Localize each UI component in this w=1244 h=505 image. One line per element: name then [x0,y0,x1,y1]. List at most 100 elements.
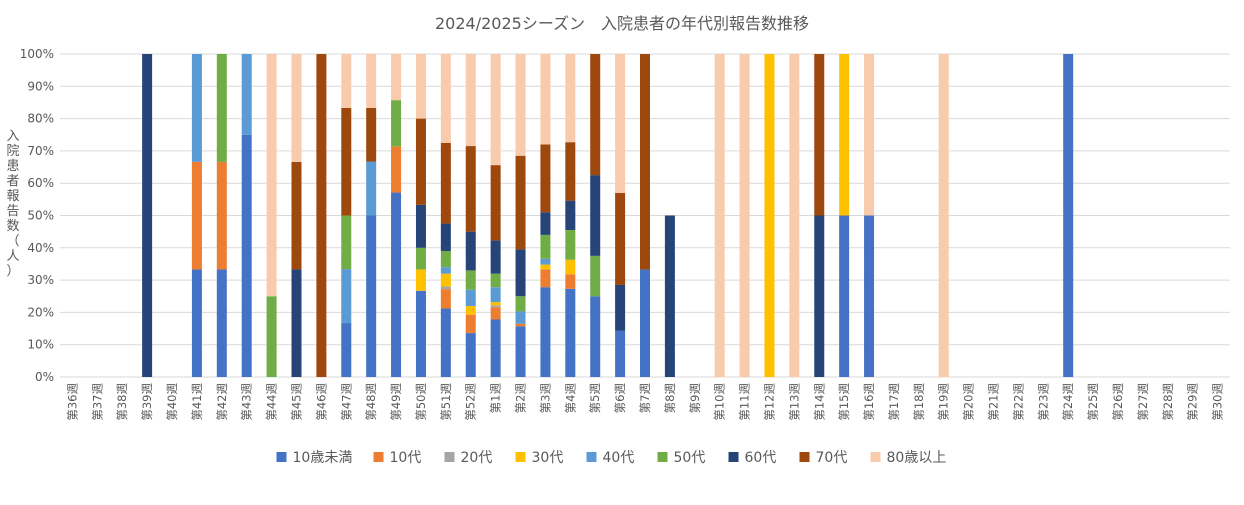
legend-swatch [586,452,597,462]
bar-segment [316,54,327,377]
bar-segment [565,230,576,260]
bar-segment [465,54,476,147]
y-axis-label-char: 入 [6,129,19,144]
legend: 10歳未満 10代 20代 30代 40代 50代 60代 70代 80歳以上 [276,450,946,466]
bar-segment [465,314,476,334]
x-tick-label: 第45週 [289,383,303,421]
bar-segment [291,269,302,377]
bar-segment [490,165,501,241]
y-tick-label: 40% [27,241,54,255]
legend-swatch [373,452,384,462]
bar-segment [465,305,476,315]
x-tick-label: 第36週 [65,383,79,421]
x-tick-label: 第25週 [1086,383,1100,421]
bar-segment [490,240,501,274]
x-tick-label: 第41週 [190,383,204,421]
bar-segment [391,100,402,147]
bar-segment [440,251,451,268]
bar-segment [216,54,227,162]
x-tick-label: 第26週 [1111,383,1125,421]
legend-swatch [276,452,287,462]
bar-segment [540,234,551,259]
x-tick-label: 第49週 [389,383,403,421]
bar-segment [415,269,426,291]
bar-segment [565,274,576,289]
bar-segment [515,296,526,312]
bar-segment [565,200,576,231]
y-axis-label-char: 院 [6,144,19,159]
legend-swatch [799,452,810,462]
bar-segment [415,204,426,248]
bar-segment [216,269,227,377]
x-tick-label: 第15週 [837,383,851,421]
x-tick-label: 第44週 [265,383,279,421]
bar-segment [366,215,377,377]
bar-segment [789,54,800,377]
x-tick-label: 第37週 [90,383,104,421]
bar-segment [590,296,601,377]
x-tick-label: 第23週 [1036,383,1050,421]
x-tick-label: 第13週 [787,383,801,421]
x-tick-label: 第1週 [489,383,503,414]
x-tick-label: 第7週 [638,383,652,414]
y-axis-label-char: 数 [6,219,19,234]
bar-segment [366,107,377,162]
bar-segment [864,215,875,377]
y-tick-label: 0% [35,370,54,384]
y-tick-label: 70% [27,144,54,158]
legend-swatch [870,452,881,462]
bar-segment [415,54,426,119]
bar-segment [640,269,650,377]
x-tick-label: 第20週 [962,383,976,421]
bar-segment [615,330,626,377]
bar-segment [540,212,551,235]
bar-segment [590,255,601,297]
x-tick-label: 第16週 [862,383,876,421]
legend-swatch [657,452,668,462]
bar-segment [440,54,451,143]
bar-segment [341,54,352,108]
bar-segment [590,54,601,176]
x-tick-label: 第5週 [588,383,602,414]
bar-segment [515,249,526,297]
bar-segment [490,302,501,306]
bar-segment [241,134,252,377]
bar-segment [540,264,551,270]
bar-segment [440,142,451,224]
bar-segment [540,258,551,265]
bar-segment [565,259,576,275]
bar-segment [366,161,377,216]
bar-segment [440,273,451,287]
x-tick-label: 第19週 [937,383,951,421]
bar-segment [839,215,850,377]
y-axis-label-char: （ [6,234,19,249]
x-tick-label: 第42週 [215,383,229,421]
x-tick-label: 第29週 [1186,383,1200,421]
bar-segment [266,296,277,377]
x-tick-label: 第48週 [364,383,378,421]
bar-segment [490,287,501,303]
legend-label: 10歳未満 [293,450,353,466]
bar-segment [241,54,252,135]
x-tick-label: 第38週 [115,383,129,421]
legend-swatch [444,452,455,462]
x-tick-label: 第30週 [1211,383,1225,421]
bar-segment [590,175,601,256]
x-tick-label: 第8週 [663,383,677,414]
y-axis-label-char: 人 [6,249,19,264]
y-tick-label: 80% [27,112,54,126]
bar-segment [565,54,576,143]
x-tick-label: 第21週 [987,383,1001,421]
bar-segment [440,289,451,309]
x-tick-label: 第27週 [1136,383,1150,421]
bar-segment [465,146,476,232]
x-tick-label: 第28週 [1161,383,1175,421]
bar-segment [540,287,551,377]
legend-label: 20代 [461,450,493,466]
bar-segment [191,161,202,270]
y-axis-label-char: 患 [6,159,19,174]
bar-segment [191,269,202,377]
y-axis-label-char: 報 [6,189,19,204]
bar-segment [490,305,501,308]
